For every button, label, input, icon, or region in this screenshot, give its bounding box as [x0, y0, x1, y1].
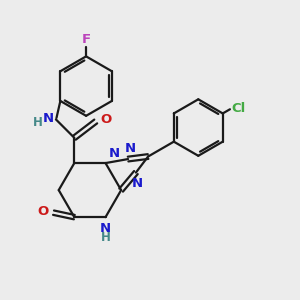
Text: H: H: [33, 116, 43, 130]
Text: N: N: [42, 112, 53, 125]
Text: O: O: [38, 205, 49, 218]
Text: O: O: [100, 112, 111, 126]
Text: N: N: [132, 177, 143, 190]
Text: N: N: [124, 142, 135, 155]
Text: F: F: [82, 33, 91, 46]
Text: N: N: [100, 223, 111, 236]
Text: H: H: [100, 230, 110, 244]
Text: N: N: [109, 146, 120, 160]
Text: Cl: Cl: [232, 102, 246, 115]
